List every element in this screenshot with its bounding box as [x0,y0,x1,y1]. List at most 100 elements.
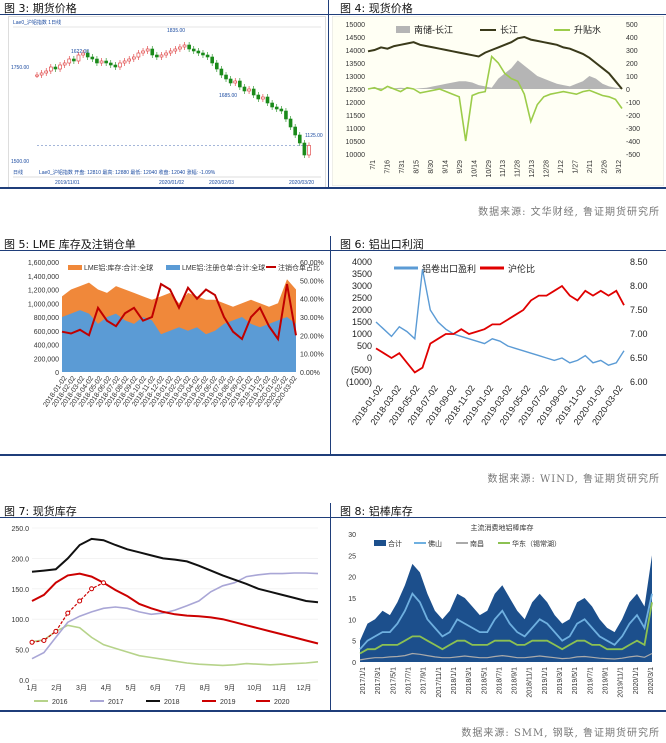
fig7-xtick: 11月 [272,684,286,692]
panel-title-fig8: 图 8: 铝棒库存 [340,505,413,518]
fig6-ytick-left: 3500 [352,269,372,279]
fig4-line-shengtieshui [367,54,623,142]
fig8-ytick: 25 [348,553,356,560]
fig7-xtick: 6月 [150,684,161,692]
fig6-ytick-right: 8.00 [630,281,648,291]
fig5-ytick-left: 800,000 [34,315,59,322]
fig4-xtick: 10/29 [486,160,493,178]
fig7-legend-2020: 2020 [274,699,290,706]
fig3-candle [104,60,108,64]
fig4-ytick-left: 10500 [346,139,366,146]
fig3-candle [279,108,284,112]
rule-row2 [0,454,666,456]
fig7-ytick: 200.0 [11,556,29,563]
fig3-candle [293,126,297,136]
fig3-candle [99,60,104,64]
fig7-xtick: 7月 [175,684,186,692]
fig3-candle [81,52,85,56]
fig3-candle [95,58,99,64]
fig4-legend-2: 长江 [500,24,518,35]
fig6-ytick-right: 7.00 [630,329,648,339]
fig3-candle [307,145,311,156]
fig8-xtick: 2019/9/1 [603,667,610,694]
fig4-ytick-right: 200 [626,61,638,68]
fig6-line-profit [375,269,625,366]
fig3-candle [136,52,141,58]
fig7-point-2020 [53,628,59,634]
fig8-legend-swatch-1 [374,540,386,546]
fig3-candle [274,106,279,110]
panel-title-fig4: 图 4: 现货价格 [340,2,413,15]
fig7-xtick: 4月 [101,684,112,692]
fig3-candle [132,56,136,60]
fig4-ytick-right: 0 [626,87,630,94]
fig7-line-2016 [31,624,319,667]
fig6-legend-2: 沪伦比 [508,263,535,274]
divider-row3 [330,503,331,710]
row3-top-rule [0,517,666,518]
fig3-candle [72,58,76,62]
fig5-ytick-right: 20.00% [300,333,324,340]
fig8-xtick: 2019/3/1 [557,667,564,694]
fig4-ytick-left: 14500 [346,35,366,42]
fig3-candle [238,80,242,88]
fig5-legend-swatch-2 [166,265,180,270]
fig6-ytick-left: 2500 [352,293,372,303]
fig4-ytick-left: 11000 [346,126,365,133]
fig4-xtick: 1/12 [558,160,565,174]
fig7-line-2019 [31,572,319,645]
fig8-legend-4: 华东（锡常湖） [512,539,561,548]
fig3-candle [62,62,67,66]
fig3-status: Lae0_沪铝指数 开盘: 12810 最高: 12880 最低: 12040 … [39,169,216,176]
fig8-xtick: 2019/11/1 [618,667,625,698]
fig3-candle [261,96,265,100]
fig3-candle [127,58,132,62]
fig3-candle [113,64,118,68]
fig3-ytick-1: 1750.00 [11,65,29,71]
divider-row2 [330,236,331,454]
fig4-xtick: 7/16 [384,160,391,174]
fig8-ytick: 15 [348,596,356,603]
fig4-xtick: 11/13 [500,160,507,177]
fig4-xtick: 7/31 [399,160,406,174]
fig3-candle [224,74,228,80]
fig8-ytick: 30 [348,532,356,539]
fig5-ytick-right: 0.00% [300,370,320,377]
fig6-svg: 4000 3500 3000 2500 2000 1500 1000 500 0 (500) (10… [346,257,648,427]
fig3-candle [182,44,187,48]
fig6-ytick-left: 500 [357,341,372,351]
fig4-xtick: 1/27 [573,160,580,174]
fig5-line-ratio [61,282,297,342]
fig3-period: 日线 [13,169,23,176]
fig3-candle [228,78,233,84]
fig3-candle [58,64,62,70]
fig3-candle [164,52,168,56]
fig8-xtick: 2018/7/1 [496,667,503,694]
fig5-area-registered [62,310,296,372]
fig3-candle [49,66,53,72]
fig4-chart: 15000 14500 14000 13500 13000 12500 12000 11500… [331,15,665,187]
fig6-ytick-right: 6.50 [630,353,648,363]
fig3-candle [242,86,247,92]
fig6-ytick-left: 2000 [352,305,372,315]
fig4-xtick: 2/11 [587,160,594,173]
fig6-ytick-left: 0 [367,353,372,363]
fig4-ytick-right: -400 [626,139,640,146]
fig5-ytick-right: 60.00% [300,260,324,267]
fig3-candle [67,58,72,64]
fig3-candle [196,50,201,54]
fig3-candle [205,54,210,58]
fig3-candle [187,44,191,50]
fig4-xtick: 12/13 [529,160,536,178]
fig6-ytick-left: 1500 [352,317,372,327]
fig3-candle [251,88,256,96]
fig8-legend-2: 佛山 [428,539,442,548]
fig3-xtick-4: 2020/03/20 [289,180,314,186]
fig8-chart: 主流消费地铝棒库存 30 25 20 15 10 5 0 合计 佛山 南昌 华东（锡常湖） 2017/1… [334,520,664,708]
fig3-candle [288,118,293,128]
fig3-candle [53,66,58,70]
fig3-annot-2: 1835.00 [167,28,185,34]
fig8-xtick: 2017/3/1 [375,667,382,694]
fig6-legend-1: 铝卷出口盈利 [422,263,476,274]
fig4-bg [331,15,665,187]
